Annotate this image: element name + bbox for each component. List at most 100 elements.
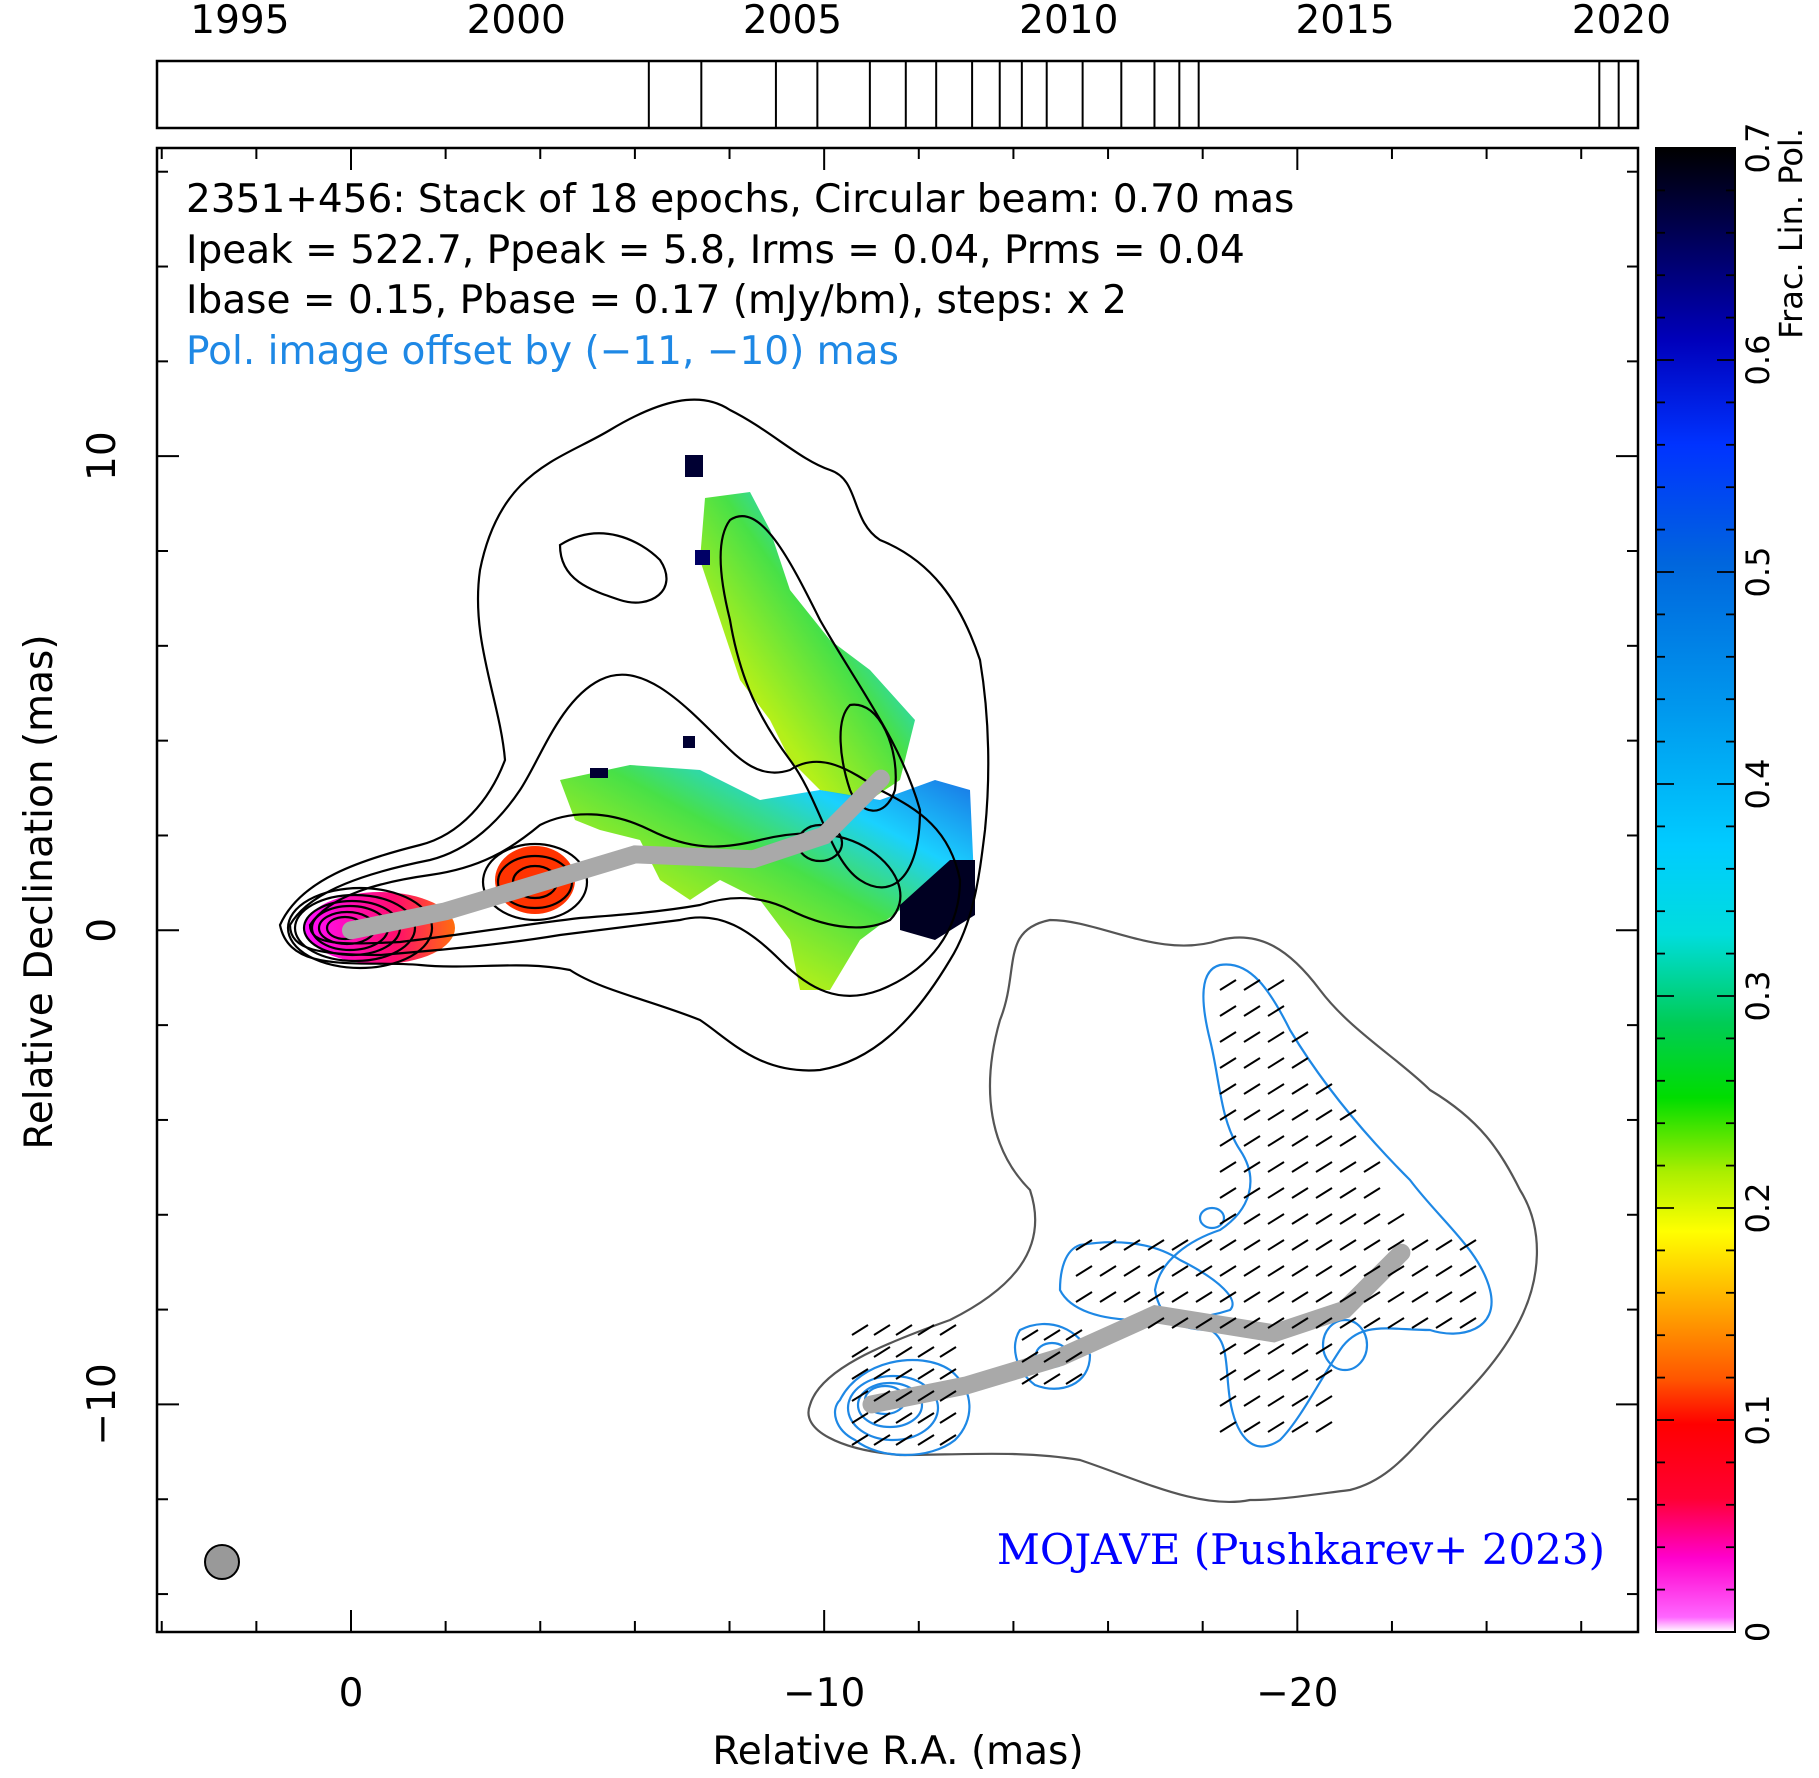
- evpa-tick: [1243, 979, 1261, 991]
- i-contour-core-1: [286, 886, 434, 970]
- evpa-tick: [1243, 1187, 1261, 1199]
- timeline-year-label: 2015: [1295, 0, 1394, 43]
- evpa-tick: [1315, 1083, 1333, 1095]
- evpa-tick: [1219, 979, 1237, 991]
- evpa-tick: [851, 1434, 869, 1446]
- evpa-tick: [1123, 1291, 1141, 1303]
- evpa-tick: [1147, 1265, 1165, 1277]
- evpa-tick: [1123, 1239, 1141, 1251]
- jet-edge-dark-patch: [900, 860, 975, 940]
- evpa-tick: [1291, 1057, 1309, 1069]
- evpa-tick: [1315, 1317, 1333, 1329]
- evpa-tick: [1315, 1161, 1333, 1173]
- evpa-tick: [873, 1390, 891, 1402]
- evpa-tick: [1267, 1291, 1285, 1303]
- evpa-tick: [1219, 1369, 1237, 1381]
- evpa-tick: [1267, 1265, 1285, 1277]
- evpa-tick: [1339, 1135, 1357, 1147]
- pol-contour-core-outer: [833, 1358, 971, 1456]
- i-contour-knot-1: [481, 842, 589, 922]
- evpa-tick: [1363, 1265, 1381, 1277]
- evpa-tick: [1075, 1239, 1093, 1251]
- evpa-tick: [895, 1434, 913, 1446]
- i-contour-core-2: [293, 893, 417, 963]
- evpa-tick: [1339, 1317, 1357, 1329]
- evpa-tick: [1339, 1239, 1357, 1251]
- evpa-tick: [1291, 1291, 1309, 1303]
- evpa-tick: [1021, 1351, 1039, 1363]
- evpa-tick: [1043, 1373, 1061, 1385]
- timeline-year-label: 2005: [743, 0, 842, 43]
- evpa-tick: [1291, 1213, 1309, 1225]
- evpa-tick: [1291, 1395, 1309, 1407]
- evpa-tick: [1243, 1031, 1261, 1043]
- evpa-tick: [1065, 1373, 1083, 1385]
- evpa-tick: [1315, 1109, 1333, 1121]
- evpa-tick: [1315, 1213, 1333, 1225]
- dark-pixel-2: [590, 768, 608, 778]
- evpa-tick: [1291, 1161, 1309, 1173]
- evpa-tick: [1411, 1317, 1429, 1329]
- evpa-tick: [1267, 1109, 1285, 1121]
- evpa-tick: [1123, 1265, 1141, 1277]
- colorbar-tick-label: 0.4: [1739, 759, 1777, 810]
- evpa-tick: [1243, 1005, 1261, 1017]
- pol-contour-islet-1: [1321, 1318, 1369, 1372]
- evpa-tick: [939, 1324, 957, 1336]
- evpa-tick: [1339, 1291, 1357, 1303]
- evpa-tick: [1219, 1031, 1237, 1043]
- evpa-tick: [1099, 1291, 1117, 1303]
- evpa-tick: [1243, 1239, 1261, 1251]
- evpa-tick: [1291, 1187, 1309, 1199]
- offset-polarization-image: [807, 918, 1538, 1504]
- evpa-tick: [1435, 1291, 1453, 1303]
- offset-note: Pol. image offset by (−11, −10) mas: [186, 329, 899, 374]
- y-tick-label: 10: [80, 431, 125, 481]
- plot-frame: [155, 146, 1640, 1634]
- evpa-tick: [1243, 1083, 1261, 1095]
- evpa-tick: [1243, 1213, 1261, 1225]
- evpa-tick: [1339, 1187, 1357, 1199]
- evpa-tick: [1243, 1421, 1261, 1433]
- evpa-tick: [1219, 1395, 1237, 1407]
- evpa-tick: [1075, 1291, 1093, 1303]
- pol-contour-main: [1153, 963, 1493, 1448]
- evpa-tick: [1459, 1317, 1477, 1329]
- timeline-year-label: 2020: [1572, 0, 1671, 43]
- evpa-tick: [1411, 1239, 1429, 1251]
- pol-contour-knot: [1013, 1322, 1092, 1390]
- evpa-tick: [1219, 1265, 1237, 1277]
- timeline-year-label: 2010: [1019, 0, 1118, 43]
- evpa-tick: [1267, 1005, 1285, 1017]
- evpa-tick: [873, 1324, 891, 1336]
- evpa-tick: [939, 1346, 957, 1358]
- evpa-tick: [851, 1346, 869, 1358]
- colorbar-tick-label: 0.2: [1739, 1183, 1777, 1234]
- evpa-tick: [1267, 1031, 1285, 1043]
- evpa-tick: [1243, 1161, 1261, 1173]
- offset-jet-ridge-line: [862, 1243, 1411, 1414]
- evpa-tick: [1021, 1329, 1039, 1341]
- i-contour-outer: [278, 398, 990, 1072]
- i-contour-3: [308, 813, 902, 945]
- evpa-tick: [1339, 1161, 1357, 1173]
- evpa-tick: [873, 1346, 891, 1358]
- evpa-tick: [1267, 979, 1285, 991]
- evpa-tick: [1435, 1239, 1453, 1251]
- evpa-tick: [1267, 1161, 1285, 1173]
- evpa-tick: [917, 1324, 935, 1336]
- evpa-tick: [1243, 1135, 1261, 1147]
- evpa-tick: [1065, 1351, 1083, 1363]
- pol-contour-islet-2: [1198, 1206, 1226, 1230]
- evpa-tick: [1195, 1239, 1213, 1251]
- axes: 0 −10 −20 10 0 −10: [80, 146, 1640, 1716]
- evpa-tick: [1291, 1343, 1309, 1355]
- evpa-tick: [1219, 1187, 1237, 1199]
- pol-contour-core-2: [846, 1374, 940, 1442]
- evpa-tick: [1219, 1083, 1237, 1095]
- jet-fpol-patch-lower: [560, 765, 975, 990]
- x-tick-label: 0: [339, 1671, 364, 1716]
- evpa-tick: [1267, 1369, 1285, 1381]
- colorbar-tick-label: 0.5: [1739, 547, 1777, 598]
